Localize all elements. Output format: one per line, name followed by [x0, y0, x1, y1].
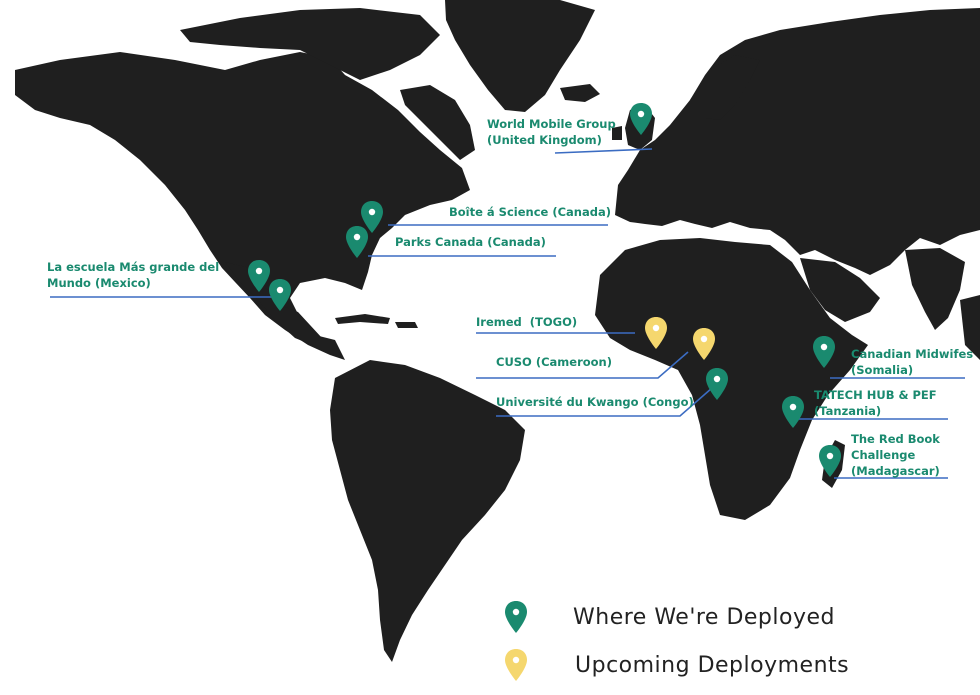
label-canadian-midwifes: Canadian Midwifes (Somalia)	[851, 347, 974, 377]
legend-deployed-label: Where We're Deployed	[573, 604, 835, 630]
label-tatech-hub: TATECH HUB & PEF (Tanzania)	[814, 388, 937, 418]
label-iremed: Iremed (TOGO)	[476, 315, 578, 329]
indian-subcontinent	[905, 248, 965, 330]
leader-cuso	[476, 351, 689, 379]
teal-map-pin-icon[interactable]	[345, 225, 369, 259]
teal-map-pin-icon[interactable]	[781, 395, 805, 429]
label-world-mobile-group: World Mobile Group (United Kingdom)	[487, 117, 616, 147]
leader-lines	[50, 148, 965, 479]
teal-map-pin-icon[interactable]	[360, 200, 384, 234]
hudson-east-landmass	[400, 85, 475, 160]
teal-map-pin-icon[interactable]	[247, 259, 271, 293]
north-america-landmass	[15, 52, 470, 360]
teal-map-pin-icon[interactable]	[705, 367, 729, 401]
label-cuso: CUSO (Cameroon)	[496, 355, 612, 369]
yellow-map-pin-icon[interactable]	[644, 316, 668, 350]
mexico-landmass	[225, 262, 322, 345]
leader-uk	[554, 148, 653, 154]
yellow-map-pin-icon	[505, 649, 527, 681]
label-boite-a-science: Boîte á Science (Canada)	[449, 205, 611, 219]
legend-deployed: Where We're Deployed	[504, 600, 835, 634]
arabian-peninsula	[800, 258, 880, 322]
label-red-book-challenge: The Red Book Challenge (Madagascar)	[851, 432, 940, 478]
yellow-map-pin-icon[interactable]	[692, 327, 716, 361]
iceland	[560, 84, 600, 102]
greenland-landmass	[445, 0, 595, 112]
teal-map-pin-icon[interactable]	[268, 278, 292, 312]
legend-upcoming: Upcoming Deployments	[504, 648, 849, 682]
africa-landmass	[595, 238, 868, 520]
teal-map-pin-icon[interactable]	[818, 444, 842, 478]
leader-congo	[496, 387, 713, 417]
label-la-escuela: La escuela Más grande del Mundo (Mexico)	[47, 260, 220, 290]
southeast-asia-hint	[960, 295, 980, 360]
eurasia-landmass	[615, 8, 980, 275]
label-parks-canada: Parks Canada (Canada)	[395, 235, 546, 249]
caribbean-islands	[335, 314, 418, 328]
teal-map-pin-icon[interactable]	[629, 102, 653, 136]
canadian-arctic-islands	[180, 8, 440, 80]
legend-upcoming-label: Upcoming Deployments	[575, 652, 850, 678]
label-universite-du-kwango: Université du Kwango (Congo)	[496, 395, 694, 409]
teal-map-pin-icon	[505, 601, 527, 633]
south-america-landmass	[330, 360, 525, 662]
teal-map-pin-icon[interactable]	[812, 335, 836, 369]
scandinavia	[690, 55, 760, 120]
